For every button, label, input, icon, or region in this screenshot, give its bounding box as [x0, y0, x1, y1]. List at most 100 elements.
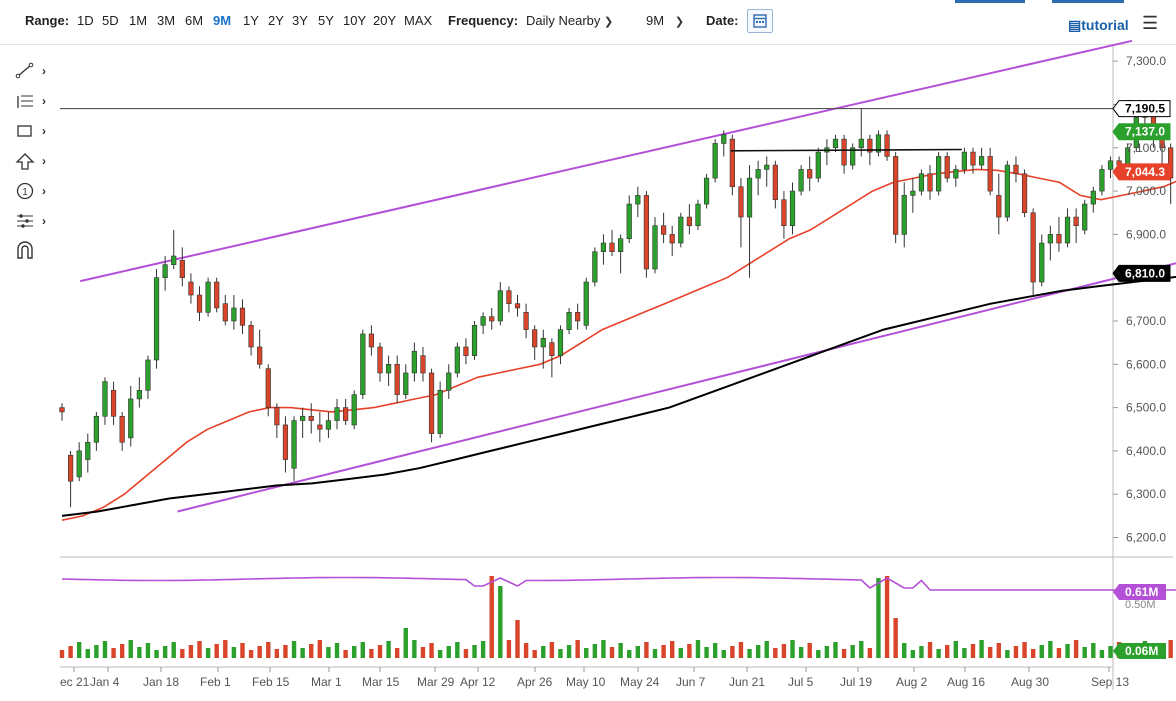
y-tick-label: 6,900.0 [1126, 227, 1166, 241]
range-button-max[interactable]: MAX [404, 13, 433, 28]
price-label-text: 7,190.5 [1125, 102, 1165, 116]
period-select[interactable]: 9M ❯ [646, 13, 685, 28]
candle-body [1133, 117, 1139, 149]
volume-bar [343, 650, 348, 658]
candle-body [695, 203, 701, 227]
magnet-tool[interactable] [14, 240, 54, 262]
range-button-5y[interactable]: 5Y [318, 13, 334, 28]
candle-body [609, 242, 615, 252]
chevron-right-icon: › [42, 214, 46, 228]
pitchfork-icon [17, 214, 33, 228]
chevron-down-icon: ❯ [604, 16, 614, 28]
frequency-select[interactable]: Daily Nearby ❯ [526, 13, 614, 28]
trend-line-tool[interactable]: › [14, 62, 54, 84]
range-button-5d[interactable]: 5D [102, 13, 119, 28]
range-button-9m[interactable]: 9M [213, 13, 232, 28]
tutorial-link[interactable]: ▤tutorial [1068, 17, 1129, 33]
volume-bar [884, 576, 890, 658]
volume-bar [102, 641, 108, 658]
price-label: 7,137.0 [1112, 123, 1171, 141]
x-tick-label: Apr 12 [460, 675, 496, 689]
fibonacci-icon [17, 95, 33, 108]
candle-body [248, 325, 254, 348]
range-button-20y[interactable]: 20Y [373, 13, 397, 28]
arrow-up-icon [15, 153, 35, 170]
candle-body [884, 134, 890, 157]
candle-body [1047, 234, 1053, 244]
candle-body [575, 312, 581, 322]
arrow-tool[interactable]: › [14, 152, 54, 174]
range-button-1d[interactable]: 1D [77, 13, 94, 28]
volume-bar [291, 641, 297, 658]
volume-bar [893, 618, 898, 658]
volume-bar [687, 644, 692, 658]
range-button-3m[interactable]: 3M [157, 13, 176, 28]
hamburger-menu-icon[interactable]: ☰ [1142, 13, 1159, 33]
range-button-3y[interactable]: 3Y [292, 13, 308, 28]
volume-bar [712, 643, 718, 658]
date-picker-button[interactable] [747, 9, 773, 33]
ma50-line [61, 168, 1176, 521]
volume-bar [360, 642, 365, 658]
volume-bar [480, 641, 486, 658]
range-button-1m[interactable]: 1M [129, 13, 148, 28]
volume-bar [1065, 644, 1070, 658]
candle-body [59, 407, 65, 413]
volume-bar [1168, 640, 1173, 658]
candle-body [282, 424, 289, 460]
volume-bar [377, 645, 383, 658]
candle-body [824, 147, 830, 153]
volume-bar [816, 650, 821, 658]
range-button-10y[interactable]: 10Y [343, 13, 367, 28]
price-label-box [1112, 100, 1171, 118]
volume-bar [558, 649, 563, 658]
candle-body [927, 173, 933, 192]
ma200-line [61, 275, 1176, 517]
volume-bar [1091, 643, 1096, 658]
counter-tool[interactable]: 1 › [14, 182, 54, 204]
candle-body [102, 381, 108, 417]
candle-body [978, 156, 985, 166]
range-button-6m[interactable]: 6M [185, 13, 204, 28]
volume-bar [850, 645, 855, 658]
volume-bar [515, 620, 520, 658]
volume-bar [334, 643, 340, 658]
pitchfork-tool[interactable]: › [14, 212, 54, 234]
volume-bar [472, 645, 477, 658]
volume-bar [730, 646, 735, 658]
volume-bar [927, 642, 933, 658]
volume-bar [145, 643, 151, 658]
volume-bar [919, 646, 924, 658]
range-button-2y[interactable]: 2Y [268, 13, 284, 28]
candle-body [214, 281, 220, 309]
candle-body [583, 281, 589, 326]
candle-body [76, 450, 82, 478]
volume-bar [738, 642, 744, 658]
x-tick-label: Mar 1 [311, 675, 342, 689]
volume-bar [764, 641, 769, 658]
volume-bar [1134, 645, 1139, 658]
price-label: 7,044.3 [1112, 163, 1171, 181]
candle-body [274, 407, 280, 426]
candle-body [764, 164, 770, 170]
candle-body [893, 156, 899, 235]
chevron-right-icon: › [42, 154, 46, 168]
volume-bar [807, 643, 812, 658]
volume-label-box [1113, 643, 1166, 659]
volume-bar [188, 645, 194, 658]
volume-bar [592, 644, 598, 658]
range-button-1y[interactable]: 1Y [243, 13, 259, 28]
candle-body [592, 251, 598, 283]
candle-body [1004, 164, 1010, 218]
rectangle-tool[interactable]: › [14, 122, 54, 144]
volume-bar [489, 576, 494, 658]
candle-body [781, 199, 787, 227]
volume-bar [412, 640, 417, 658]
y-tick-label: 6,200.0 [1126, 531, 1166, 545]
volume-bar [1108, 646, 1113, 658]
candle-body [334, 407, 340, 421]
volume-bar [128, 640, 133, 658]
y-tick-label: 6,500.0 [1126, 401, 1166, 415]
candle-body [145, 359, 151, 391]
fibonacci-tool[interactable]: › [14, 92, 54, 114]
